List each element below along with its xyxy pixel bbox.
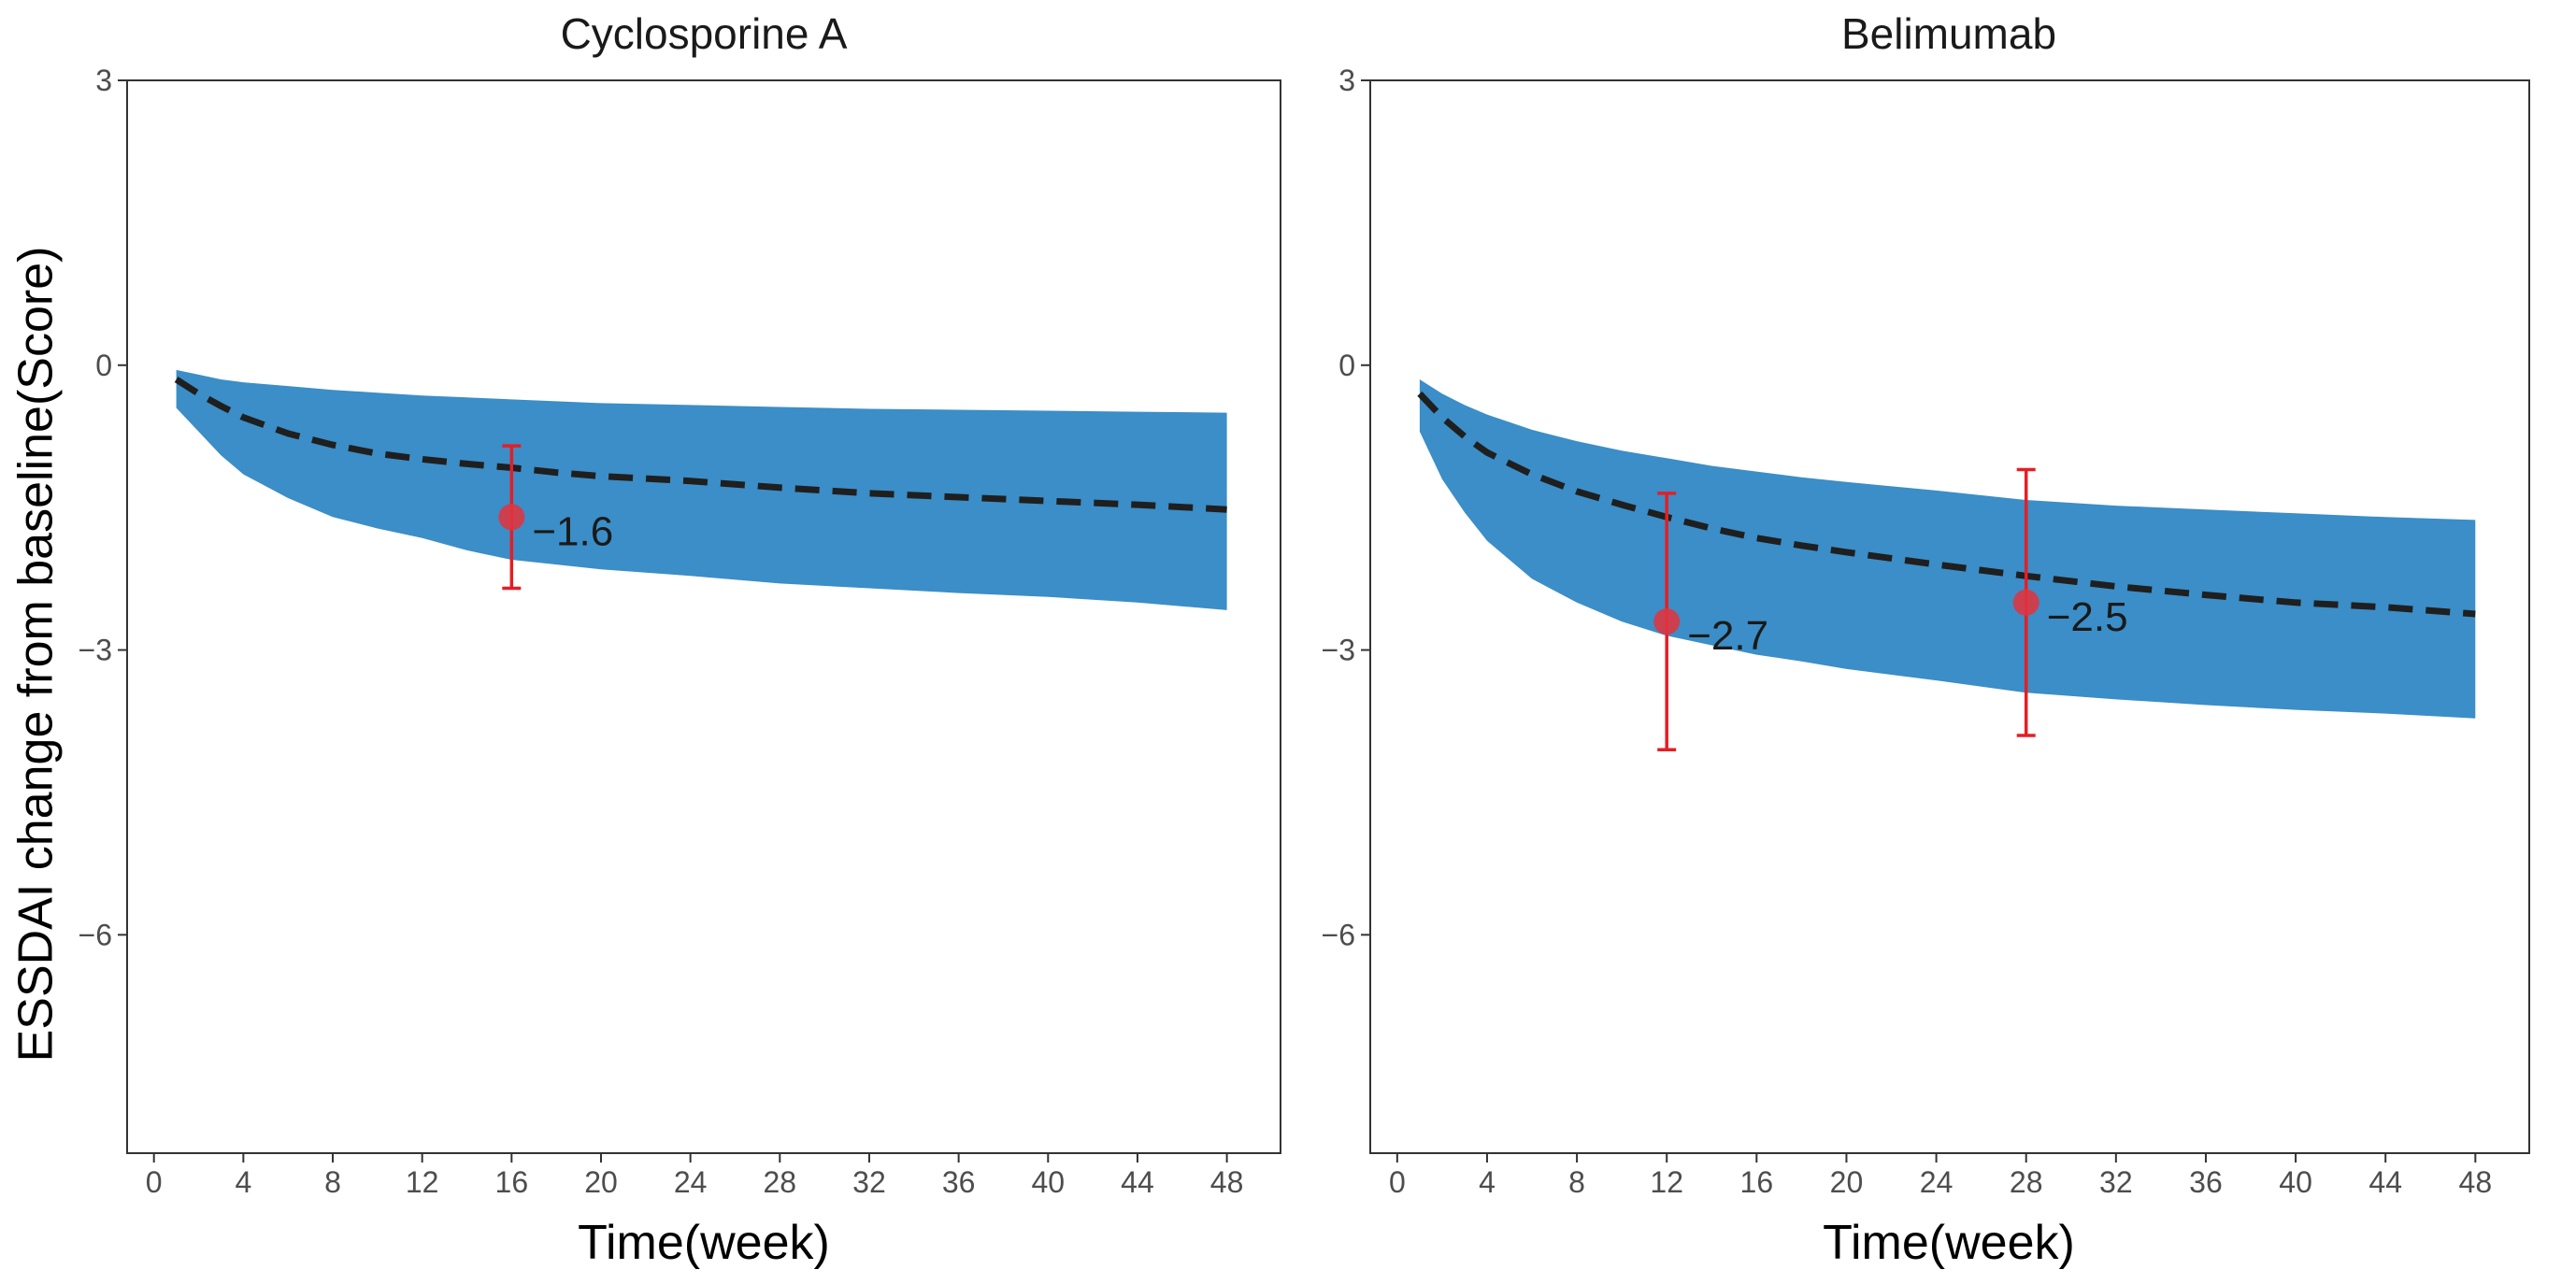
x-tick-label: 28 [2010, 1165, 2043, 1199]
x-tick-label: 48 [1210, 1165, 1244, 1199]
x-tick-label: 0 [1389, 1165, 1406, 1199]
observed-point [1653, 608, 1681, 635]
panel-title: Belimumab [1841, 9, 2056, 58]
x-tick-label: 12 [1650, 1165, 1683, 1199]
x-tick-label: 16 [495, 1165, 529, 1199]
y-axis-title: ESSDAI change from baseline(Score) [9, 247, 64, 1063]
x-tick-label: 40 [1031, 1165, 1065, 1199]
panel-title: Cyclosporine A [561, 9, 848, 58]
x-tick-label: 32 [2099, 1165, 2133, 1199]
x-tick-label: 36 [2189, 1165, 2223, 1199]
plot-area [127, 80, 1281, 1153]
y-tick-label: −6 [1322, 918, 1355, 951]
x-tick-label: 36 [942, 1165, 976, 1199]
panel-cyclosporine-a: Cyclosporine A −1.6 0 4 8 12 16 20 24 28 32 36 40 4… [79, 9, 1281, 1270]
x-tick-label: 48 [2459, 1165, 2493, 1199]
plot-border [1369, 79, 2530, 1154]
prediction-band [1419, 379, 2476, 719]
y-tick-label: 0 [1338, 349, 1355, 382]
observed-point [2012, 589, 2039, 616]
x-tick-label: 8 [1568, 1165, 1585, 1199]
plot-border [126, 79, 1281, 1154]
x-tick-label: 12 [406, 1165, 439, 1199]
x-tick-label: 20 [1830, 1165, 1864, 1199]
x-tick-label: 40 [2279, 1165, 2312, 1199]
observed-value-label: −1.6 [532, 508, 613, 554]
y-tick-label: 3 [95, 64, 112, 97]
x-tick-label: 4 [1479, 1165, 1496, 1199]
x-axis-title: Time(week) [1823, 1216, 2075, 1270]
x-tick-label: 24 [674, 1165, 708, 1199]
y-tick-label: −6 [79, 918, 112, 951]
x-tick-label: 20 [584, 1165, 618, 1199]
observed-value-label: −2.7 [1687, 613, 1768, 659]
x-tick-label: 16 [1740, 1165, 1774, 1199]
observed-value-label: −2.5 [2047, 594, 2128, 640]
x-tick-label: 4 [235, 1165, 251, 1199]
y-tick-label: −3 [79, 634, 112, 667]
x-tick-label: 8 [324, 1165, 341, 1199]
mean-prediction-line [1417, 391, 2476, 618]
y-tick-label: 3 [1338, 64, 1355, 97]
x-axis-title: Time(week) [578, 1216, 830, 1270]
observed-point [498, 504, 525, 531]
x-tick-label: 24 [1920, 1165, 1953, 1199]
x-tick-label: 0 [146, 1165, 163, 1199]
x-tick-label: 28 [764, 1165, 797, 1199]
panel-belimumab: Belimumab −2.7 −2.5 0 4 8 12 16 20 24 28 32 36 40 44… [1322, 9, 2530, 1270]
y-tick-label: 0 [95, 349, 112, 382]
x-tick-label: 44 [2368, 1165, 2402, 1199]
x-tick-label: 32 [852, 1165, 886, 1199]
y-tick-label: −3 [1322, 634, 1355, 667]
prediction-band [176, 369, 1227, 610]
x-tick-label: 44 [1121, 1165, 1154, 1199]
